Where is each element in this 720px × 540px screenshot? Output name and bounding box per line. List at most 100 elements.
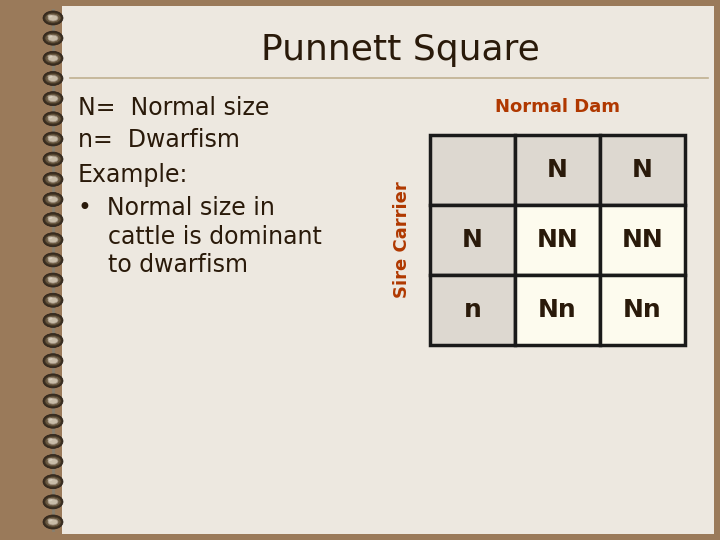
Ellipse shape bbox=[43, 92, 63, 106]
Text: N=  Normal size: N= Normal size bbox=[78, 96, 269, 120]
Ellipse shape bbox=[48, 378, 58, 384]
Ellipse shape bbox=[45, 194, 61, 205]
Ellipse shape bbox=[48, 498, 53, 501]
Ellipse shape bbox=[45, 396, 61, 406]
Ellipse shape bbox=[48, 277, 58, 283]
Bar bbox=[430, 205, 515, 275]
Ellipse shape bbox=[45, 154, 61, 164]
Ellipse shape bbox=[45, 376, 61, 386]
Bar bbox=[515, 275, 600, 345]
Text: NN: NN bbox=[621, 228, 663, 252]
Ellipse shape bbox=[48, 338, 58, 343]
Ellipse shape bbox=[43, 434, 63, 448]
Ellipse shape bbox=[48, 176, 58, 183]
Ellipse shape bbox=[48, 297, 58, 303]
Text: N: N bbox=[547, 158, 568, 182]
Ellipse shape bbox=[48, 418, 53, 421]
Ellipse shape bbox=[48, 499, 58, 505]
Ellipse shape bbox=[48, 76, 58, 82]
Ellipse shape bbox=[48, 276, 53, 280]
Bar bbox=[600, 135, 685, 205]
Bar bbox=[600, 275, 685, 345]
Ellipse shape bbox=[45, 477, 61, 487]
Ellipse shape bbox=[48, 418, 58, 424]
Ellipse shape bbox=[43, 253, 63, 267]
Text: Nn: Nn bbox=[538, 298, 577, 322]
Text: n=  Dwarfism: n= Dwarfism bbox=[78, 128, 240, 152]
Ellipse shape bbox=[43, 313, 63, 327]
Ellipse shape bbox=[48, 377, 53, 380]
Ellipse shape bbox=[48, 216, 53, 219]
Text: Nn: Nn bbox=[623, 298, 662, 322]
Ellipse shape bbox=[45, 33, 61, 43]
Ellipse shape bbox=[48, 519, 58, 525]
Ellipse shape bbox=[48, 116, 53, 118]
Ellipse shape bbox=[48, 196, 53, 199]
Ellipse shape bbox=[43, 515, 63, 529]
Ellipse shape bbox=[48, 116, 58, 122]
Text: cattle is dominant: cattle is dominant bbox=[78, 225, 322, 249]
Ellipse shape bbox=[48, 55, 53, 58]
Ellipse shape bbox=[43, 293, 63, 307]
Bar bbox=[600, 205, 685, 275]
Ellipse shape bbox=[43, 132, 63, 146]
Ellipse shape bbox=[48, 318, 58, 323]
Ellipse shape bbox=[48, 458, 53, 461]
Bar bbox=[430, 275, 515, 345]
Ellipse shape bbox=[48, 197, 58, 202]
Text: NN: NN bbox=[536, 228, 578, 252]
Ellipse shape bbox=[45, 497, 61, 507]
Text: N: N bbox=[462, 228, 483, 252]
Ellipse shape bbox=[45, 13, 61, 23]
Ellipse shape bbox=[43, 374, 63, 388]
Ellipse shape bbox=[43, 273, 63, 287]
Ellipse shape bbox=[48, 397, 53, 401]
Text: N: N bbox=[632, 158, 653, 182]
Ellipse shape bbox=[43, 51, 63, 65]
Ellipse shape bbox=[43, 192, 63, 206]
Ellipse shape bbox=[45, 315, 61, 326]
Ellipse shape bbox=[43, 71, 63, 85]
Ellipse shape bbox=[45, 235, 61, 245]
Ellipse shape bbox=[45, 93, 61, 104]
Ellipse shape bbox=[43, 394, 63, 408]
Ellipse shape bbox=[45, 335, 61, 346]
Ellipse shape bbox=[48, 75, 53, 78]
Text: Sire Carrier: Sire Carrier bbox=[393, 181, 411, 299]
Text: to dwarfism: to dwarfism bbox=[78, 253, 248, 277]
Ellipse shape bbox=[45, 73, 61, 84]
Ellipse shape bbox=[43, 455, 63, 469]
Text: •  Normal size in: • Normal size in bbox=[78, 196, 275, 220]
Ellipse shape bbox=[48, 217, 58, 222]
Ellipse shape bbox=[45, 356, 61, 366]
Ellipse shape bbox=[48, 357, 58, 364]
Ellipse shape bbox=[48, 317, 53, 320]
Ellipse shape bbox=[43, 31, 63, 45]
Ellipse shape bbox=[45, 275, 61, 285]
Ellipse shape bbox=[43, 495, 63, 509]
Bar bbox=[515, 205, 600, 275]
Ellipse shape bbox=[45, 134, 61, 144]
Ellipse shape bbox=[48, 256, 53, 259]
Ellipse shape bbox=[48, 96, 58, 102]
Bar bbox=[515, 135, 600, 205]
Ellipse shape bbox=[45, 114, 61, 124]
Ellipse shape bbox=[48, 458, 58, 464]
Ellipse shape bbox=[48, 55, 58, 62]
Ellipse shape bbox=[48, 398, 58, 404]
Ellipse shape bbox=[45, 214, 61, 225]
Ellipse shape bbox=[48, 297, 53, 300]
Ellipse shape bbox=[48, 136, 58, 142]
Ellipse shape bbox=[48, 438, 53, 441]
Ellipse shape bbox=[48, 237, 58, 243]
Ellipse shape bbox=[43, 152, 63, 166]
Text: Punnett Square: Punnett Square bbox=[261, 33, 539, 67]
Ellipse shape bbox=[45, 416, 61, 426]
Text: Normal Dam: Normal Dam bbox=[495, 98, 620, 116]
Text: Example:: Example: bbox=[78, 163, 189, 187]
Text: n: n bbox=[464, 298, 482, 322]
Ellipse shape bbox=[45, 174, 61, 184]
Ellipse shape bbox=[45, 255, 61, 265]
Ellipse shape bbox=[48, 95, 53, 98]
Ellipse shape bbox=[45, 436, 61, 447]
